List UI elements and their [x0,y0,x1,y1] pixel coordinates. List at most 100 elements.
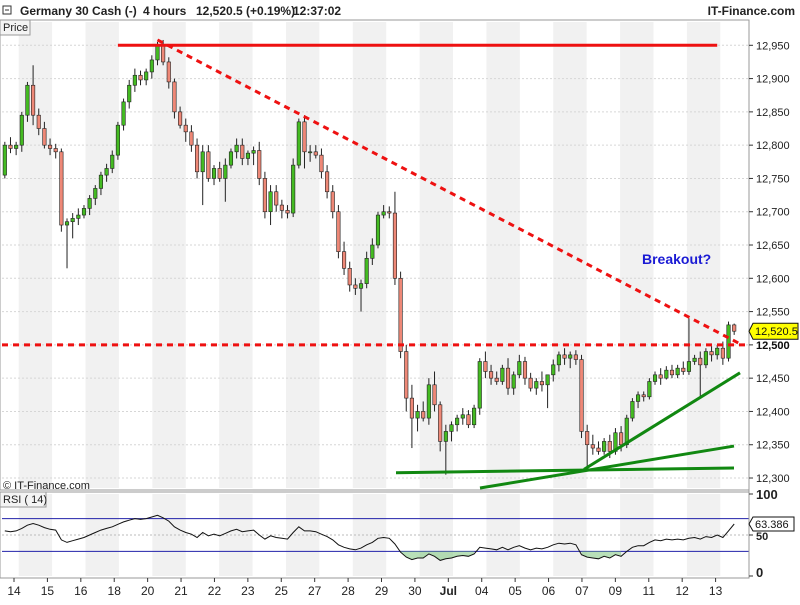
candle [715,344,720,360]
candle [489,364,494,385]
x-tick-label: 13 [709,584,723,598]
candle [268,185,273,226]
candle-body-up [726,324,731,359]
candle-body-down [483,361,488,372]
day-band [352,22,387,488]
candle-body-up [149,59,154,73]
candle [675,364,680,379]
candle [539,371,544,392]
candle [149,55,154,79]
x-tick-label: 18 [108,584,122,598]
candle [392,191,397,285]
candle [336,205,341,259]
candle-body-down [353,284,358,289]
candle [353,278,358,295]
candle-body-up [636,394,641,402]
candle-body-up [228,151,234,166]
candle-body-up [93,188,98,199]
candle [602,438,607,455]
candle-body-up [127,84,132,103]
candle-body-up [675,367,680,376]
candle [358,279,364,312]
candle [313,145,318,159]
candle [279,199,284,219]
candle [291,158,296,218]
candle [183,118,188,142]
candle [658,368,663,385]
clock-time: 12:37:02 [293,4,341,18]
x-tick-label: 16 [74,584,88,598]
candle-body-up [121,101,126,126]
level-tag-text: 12,500 [756,340,790,352]
y-tick-label: 12,300 [756,473,790,485]
candle-body-up [630,401,635,419]
candle-body-down [336,211,341,252]
candle-body-down [257,150,262,179]
candle-body-up [472,407,477,426]
candle-body-down [579,359,584,432]
candle [211,165,217,186]
candle-body-up [98,174,103,189]
candle [630,398,635,422]
candle-body-down [347,268,352,286]
candle-body-down [669,369,675,376]
x-tick-label: 09 [609,584,623,598]
candle [14,141,19,156]
candle-body-up [81,208,87,216]
candle [692,354,697,365]
candle-body-down [285,210,290,214]
candle [460,408,465,425]
candle-body-up [358,283,364,289]
candle [240,138,245,166]
candle [426,378,431,425]
candle [296,118,301,169]
candle-body-down [573,354,578,360]
candle [2,141,7,179]
candle-body-down [732,324,737,332]
candle-body-up [664,369,669,379]
candle-body-up [14,144,19,149]
candle-body-up [132,74,137,86]
candle [732,323,737,335]
candle-body-up [381,211,386,216]
candle-body-down [31,84,36,116]
candle-body-up [223,164,228,179]
candle-body-down [539,381,544,386]
candle-body-up [568,354,573,359]
day-band [285,22,320,488]
support-line-steep [583,371,741,471]
candle [257,141,262,186]
candle [698,351,703,399]
candle [325,165,330,199]
candle [652,371,658,385]
x-tick-label: 22 [208,584,222,598]
candle [636,391,641,409]
candle-body-up [477,361,482,409]
candle-body-down [421,411,426,419]
candle [132,68,137,92]
candle-body-up [251,150,256,154]
candle [556,351,561,372]
candle-body-down [590,444,595,449]
candle-body-up [211,168,217,179]
candle [138,70,143,86]
candle [381,205,386,219]
candle [98,171,103,196]
candle [347,261,352,292]
candle [709,346,714,362]
candle [494,371,499,385]
candle-body-up [511,374,516,389]
y-tick-label: 12,750 [756,173,790,185]
x-tick-label: 11 [643,584,656,598]
candle [319,148,324,179]
title-bar: Germany 30 Cash (-) 4 hours 12,520.5 (+0… [0,0,800,20]
candle-body-up [70,218,75,223]
candle [53,143,58,159]
candle-body-up [234,144,239,153]
x-tick-label: 20 [141,584,155,598]
candle [274,185,279,212]
day-band [686,22,721,488]
candle [449,421,454,442]
candle [262,171,267,219]
